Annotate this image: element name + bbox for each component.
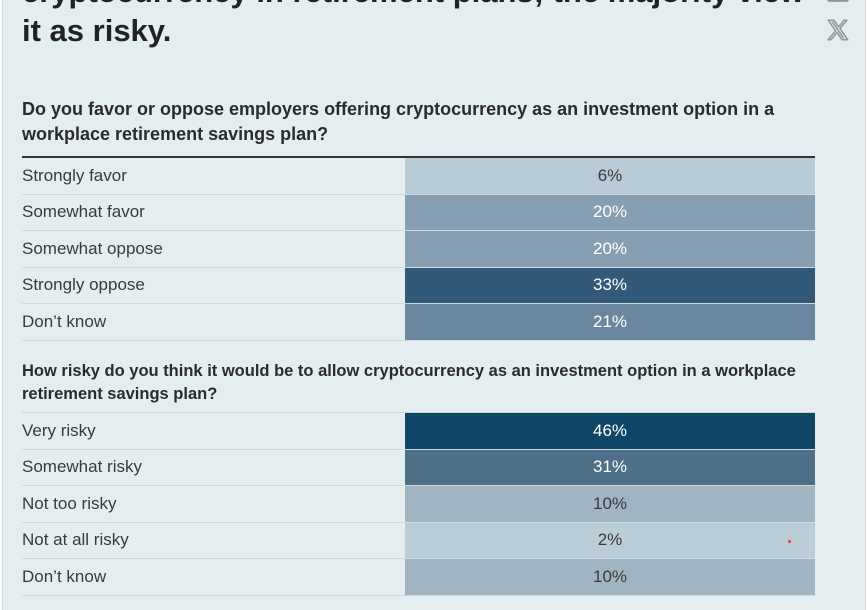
row-label: Don’t know (22, 311, 107, 331)
value-cell: 20% (405, 194, 815, 230)
row-label: Not too risky (22, 493, 117, 513)
x-share-button[interactable] (825, 17, 851, 43)
question-risk: How risky do you think it would be to al… (22, 362, 796, 403)
table-row: Strongly favor 6% (22, 158, 815, 195)
value-cell: 33% (405, 267, 815, 303)
linkedin-share-button[interactable] (825, 0, 851, 4)
value-cell: 10% (405, 486, 815, 522)
table-row: Don’t know 10% (22, 559, 815, 596)
value-cell: 31% (405, 449, 815, 485)
row-label: Somewhat risky (22, 457, 142, 477)
table-row: Very risky 46% (22, 413, 815, 450)
value-cell: 2% (405, 522, 815, 558)
value-cell: 46% (405, 413, 815, 449)
red-dot-marker (788, 540, 791, 543)
table-row: Somewhat favor 20% (22, 194, 815, 231)
table-row: Not too risky 10% (22, 486, 815, 523)
table-row: Don’t know 21% (22, 304, 815, 341)
question-favor-oppose: Do you favor or oppose employers offerin… (22, 99, 775, 144)
favor-oppose-table: Strongly favor 6% Somewhat favor 20% Somewha… (22, 156, 815, 341)
x-twitter-icon (827, 19, 849, 41)
table-row: Somewhat risky 31% (22, 449, 815, 486)
value-cell: 21% (405, 304, 815, 340)
risk-table: Very risky 46% Somewhat risky 31% Not too ri… (22, 412, 815, 596)
row-label: Don’t know (22, 566, 107, 586)
value-cell: 6% (405, 158, 815, 194)
row-label: Not at all risky (22, 530, 129, 550)
row-label: Very risky (22, 420, 96, 440)
table-row: Not at all risky 2% (22, 522, 815, 559)
row-label: Somewhat favor (22, 202, 145, 222)
row-label: Strongly oppose (22, 275, 145, 295)
table-row: Somewhat oppose 20% (22, 231, 815, 268)
row-label: Strongly favor (22, 165, 127, 185)
headline: cryptocurrency in retirement plans; the … (22, 0, 804, 48)
linkedin-icon (827, 0, 849, 2)
row-label: Somewhat oppose (22, 238, 163, 258)
table-row: Strongly oppose 33% (22, 267, 815, 304)
value-cell: 10% (405, 559, 815, 595)
value-cell: 20% (405, 231, 815, 267)
